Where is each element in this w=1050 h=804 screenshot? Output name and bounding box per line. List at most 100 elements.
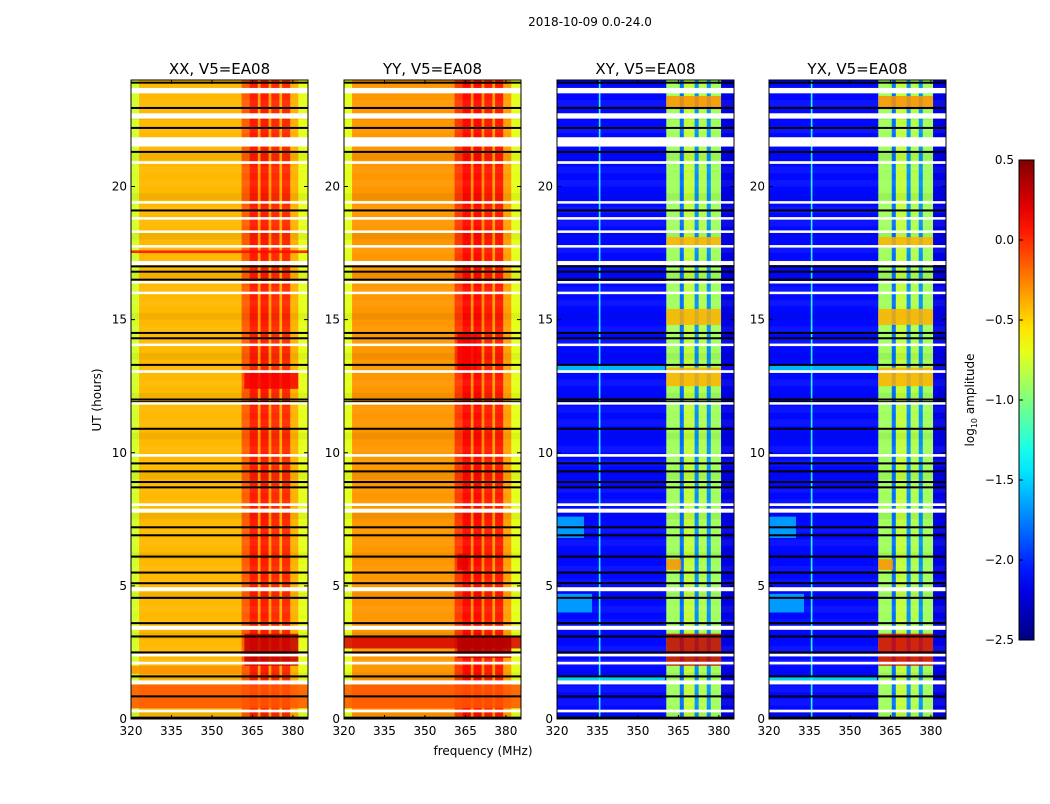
- x-tick-label: 365: [879, 724, 902, 738]
- flagged-row: [557, 261, 734, 266]
- heatmap-row-texture: [344, 605, 521, 613]
- zero-amplitude-row: [344, 278, 521, 281]
- heatmap-row-texture: [557, 299, 734, 307]
- x-tick-label: 320: [758, 724, 781, 738]
- heatmap-row-texture: [344, 512, 521, 520]
- zero-amplitude-row: [131, 481, 308, 484]
- zero-amplitude-row: [344, 635, 521, 638]
- heatmap-row-texture: [131, 339, 308, 347]
- heatmap-row-texture: [344, 366, 521, 373]
- heatmap-patch: [244, 372, 299, 389]
- flagged-row: [131, 661, 308, 665]
- zero-amplitude-row: [131, 278, 308, 281]
- zero-amplitude-row: [131, 363, 308, 366]
- flagged-row: [557, 454, 734, 457]
- zero-amplitude-row: [557, 427, 734, 430]
- flagged-row: [557, 508, 734, 513]
- x-tick-label: 350: [838, 724, 861, 738]
- heatmap-row-texture: [769, 379, 946, 387]
- heatmap-row-texture: [131, 193, 308, 200]
- x-tick-label: 380: [707, 724, 730, 738]
- y-axis-label: UT (hours): [90, 368, 104, 431]
- heatmap-row-texture: [344, 193, 521, 200]
- heatmap-row-texture: [769, 472, 946, 480]
- x-tick-label: 335: [160, 724, 183, 738]
- heatmap-patch: [666, 95, 722, 110]
- heatmap-row-texture: [131, 512, 308, 520]
- flagged-row: [344, 161, 521, 164]
- zero-amplitude-row: [131, 555, 308, 558]
- heatmap-patch: [557, 364, 665, 373]
- heatmap-patch: [557, 593, 593, 613]
- heatmap-row-texture: [131, 499, 308, 506]
- heatmap-row-texture: [131, 392, 308, 400]
- heatmap-row-texture: [557, 525, 734, 533]
- x-tick-label: 365: [667, 724, 690, 738]
- zero-amplitude-row: [131, 571, 308, 574]
- flagged-row: [344, 291, 521, 295]
- heatmap-row-texture: [557, 432, 734, 440]
- heatmap-row-texture: [131, 592, 308, 600]
- flagged-row: [131, 113, 308, 119]
- zero-amplitude-row: [557, 571, 734, 574]
- flagged-row: [557, 113, 734, 119]
- heatmap-row-texture: [557, 379, 734, 387]
- zero-amplitude-row: [131, 526, 308, 529]
- heatmap-row-texture: [344, 486, 521, 493]
- heatmap-row-texture: [344, 712, 521, 719]
- flagged-row: [131, 245, 308, 248]
- zero-amplitude-row: [769, 278, 946, 281]
- flagged-row: [344, 87, 521, 94]
- heatmap-row-texture: [557, 486, 734, 493]
- heatmap-row-texture: [557, 246, 734, 254]
- zero-amplitude-row: [131, 126, 308, 129]
- heatmap-row-texture: [344, 446, 521, 453]
- panel-title: XY, V5=EA08: [595, 60, 695, 78]
- y-tick-label: 5: [332, 579, 340, 593]
- heatmap-row-texture: [769, 499, 946, 506]
- zero-amplitude-row: [769, 534, 946, 537]
- flagged-row: [769, 680, 946, 685]
- flagged-row: [557, 370, 734, 373]
- zero-amplitude-row: [557, 398, 734, 401]
- flagged-row: [557, 625, 734, 630]
- colorbar-tick-label: 0.0: [995, 233, 1014, 247]
- zero-amplitude-row: [344, 470, 521, 473]
- heatmap-row-texture: [131, 286, 308, 293]
- heatmap-row-texture: [344, 472, 521, 480]
- panel-title: XX, V5=EA08: [169, 60, 270, 78]
- zero-amplitude-row: [769, 363, 946, 366]
- y-tick-label: 5: [545, 579, 553, 593]
- heatmap-row-texture: [344, 406, 521, 413]
- heatmap-row-texture: [769, 246, 946, 254]
- flagged-row: [131, 653, 308, 657]
- zero-amplitude-row: [344, 331, 521, 334]
- flagged-row: [131, 370, 308, 373]
- flagged-row: [344, 113, 521, 119]
- flagged-row: [769, 281, 946, 284]
- zero-amplitude-row: [557, 716, 734, 719]
- heatmap-row-texture: [344, 179, 521, 187]
- zero-amplitude-row: [769, 270, 946, 273]
- colorbar-tick-label: −2.5: [985, 633, 1014, 647]
- flagged-row: [557, 161, 734, 164]
- heatmap-row-texture: [131, 153, 308, 160]
- zero-amplitude-row: [769, 486, 946, 489]
- heatmap-row-texture: [557, 592, 734, 600]
- zero-amplitude-row: [344, 462, 521, 465]
- heatmap-row-texture: [131, 166, 308, 174]
- y-tick-label: 15: [112, 313, 127, 327]
- flagged-row: [769, 230, 946, 233]
- heatmap-row-texture: [131, 525, 308, 533]
- flagged-row: [769, 402, 946, 405]
- colorbar-tick-label: −1.0: [985, 393, 1014, 407]
- zero-amplitude-row: [344, 651, 521, 654]
- heatmap-row-texture: [769, 179, 946, 187]
- heatmap-row-texture: [131, 219, 308, 227]
- zero-amplitude-row: [131, 337, 308, 340]
- heatmap-row-texture: [769, 339, 946, 347]
- heatmap-row-texture: [769, 592, 946, 600]
- colorbar-tick-label: −1.5: [985, 473, 1014, 487]
- y-tick-label: 15: [750, 313, 765, 327]
